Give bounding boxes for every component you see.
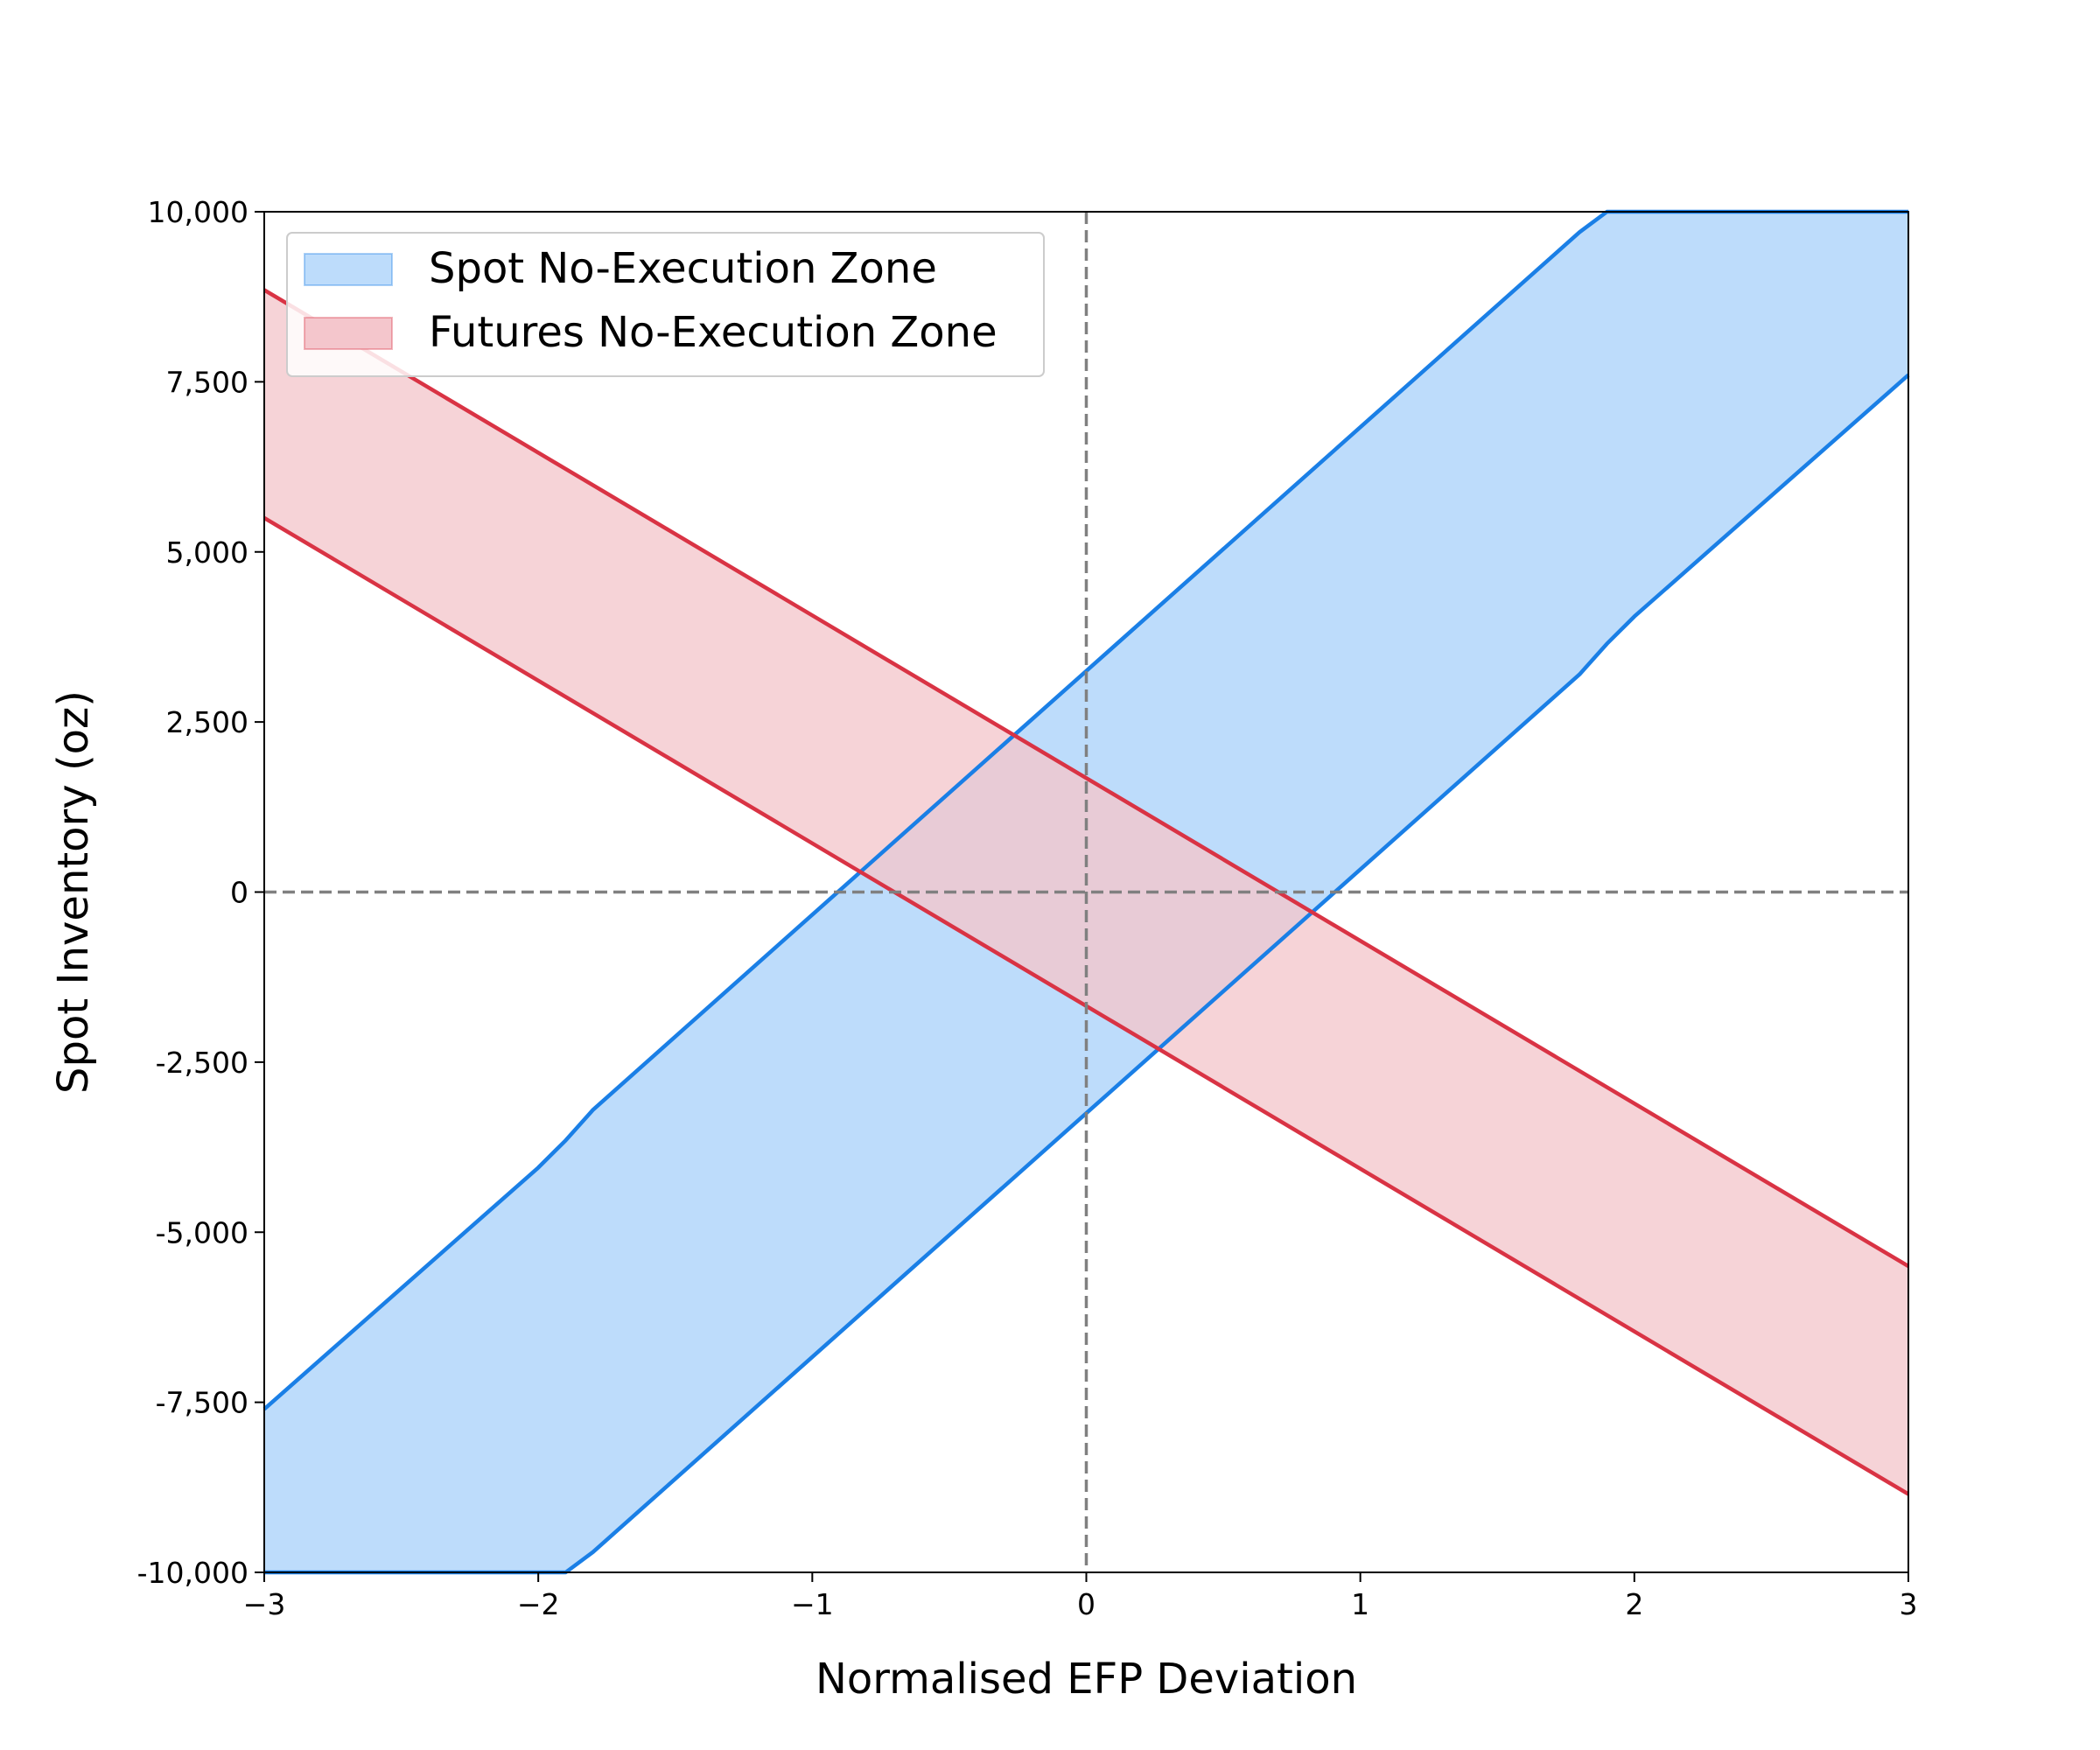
legend-label: Futures No-Execution Zone — [429, 308, 998, 357]
legend-swatch — [304, 253, 393, 286]
x-tick-label: 0 — [1077, 1587, 1096, 1621]
legend-label: Spot No-Execution Zone — [429, 244, 937, 293]
y-tick-label: 10,000 — [148, 195, 248, 229]
x-axis-ticks: −3 −2 −1 0 1 2 3 — [243, 1572, 1918, 1621]
y-axis-ticks: -10,000 -7,500 -5,000 -2,500 0 2,500 5,000 7,50… — [137, 195, 264, 1590]
y-tick-label: -5,000 — [156, 1215, 248, 1250]
x-tick-label: −2 — [517, 1587, 560, 1621]
y-tick-label: 5,000 — [166, 536, 248, 570]
x-axis-title: Normalised EFP Deviation — [816, 1655, 1357, 1704]
y-tick-label: -2,500 — [156, 1046, 248, 1080]
x-tick-label: 3 — [1900, 1587, 1918, 1621]
futures-no-execution-zone-upper-line — [262, 288, 1910, 1269]
x-tick-label: −3 — [243, 1587, 286, 1621]
y-tick-label: -10,000 — [137, 1556, 248, 1590]
y-tick-label: 0 — [230, 876, 248, 910]
x-tick-label: 2 — [1625, 1587, 1643, 1621]
legend: Spot No-Execution Zone Futures No-Executi… — [286, 232, 1045, 377]
y-tick-label: -7,500 — [156, 1386, 248, 1420]
reference-lines — [264, 212, 1908, 1572]
x-tick-label: 1 — [1351, 1587, 1369, 1621]
legend-swatch — [304, 317, 393, 350]
y-tick-label: 2,500 — [166, 705, 248, 739]
x-tick-label: −1 — [791, 1587, 834, 1621]
y-axis-title: Spot Inventory (oz) — [49, 690, 98, 1094]
legend-box — [286, 232, 1045, 377]
y-tick-label: 7,500 — [166, 365, 248, 399]
